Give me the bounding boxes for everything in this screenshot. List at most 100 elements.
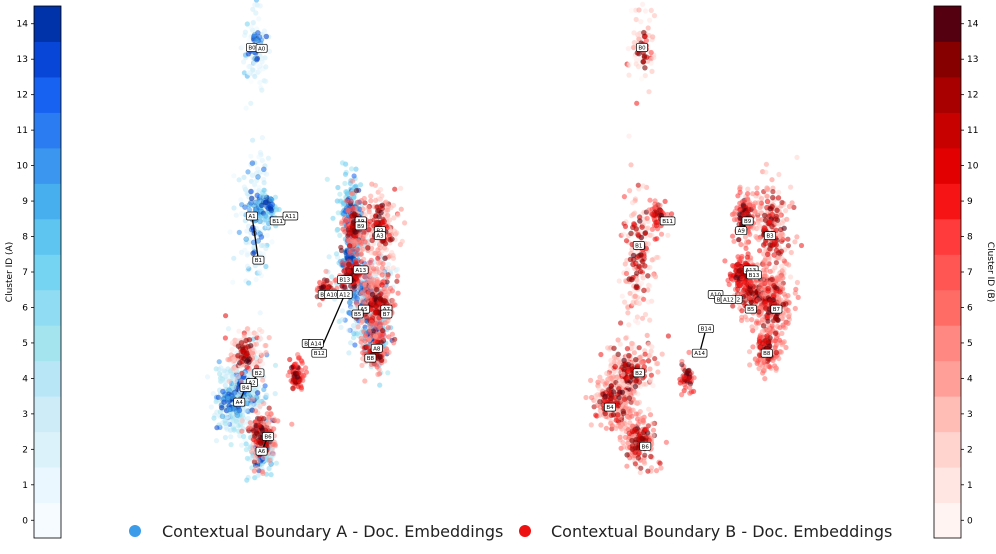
point-b10 [323,268,329,274]
point-b8 [372,333,378,339]
point-b3 [792,239,798,245]
point-b1 [645,299,652,305]
point-b7 [391,340,397,346]
point-b6 [266,419,272,425]
point-b6 [260,455,267,461]
point-b2 [263,350,269,356]
point-b3 [770,189,776,195]
point-b6 [624,463,630,469]
point-b1 [647,317,653,323]
point-b0-dense [641,29,647,36]
point-b2 [647,352,653,358]
point-b4 [596,385,602,392]
point-a4-dense [218,404,225,411]
point-b6 [635,421,641,427]
point-a1-dense [250,250,256,257]
point-b0-dense [642,65,648,71]
cluster-label-box [255,446,268,456]
point-b4 [593,412,599,418]
cluster-b10 [314,268,340,308]
point-a4 [225,413,231,419]
point-a4 [213,399,219,405]
point-b2 [229,346,235,353]
point-b7 [359,318,365,324]
point-a0 [246,37,252,43]
point-a1 [260,251,266,257]
cluster-label-box [380,309,393,319]
point-b2 [648,348,654,354]
point-b3-dense [773,247,780,254]
point-b4 [588,422,594,428]
point-b6 [617,437,623,443]
point-a6 [243,441,249,447]
point-b8-dense [377,354,383,360]
point-b12 [285,372,291,378]
point-a2 [228,434,234,440]
point-a0 [261,28,267,34]
point-a1 [264,232,270,238]
point-b2 [598,351,604,358]
point-a11 [276,206,282,213]
point-b0 [625,46,631,52]
point-b3 [788,274,794,280]
scatter-panels: B0A0A1B1B11A11A9B9B3A3A13B13B10A10A12A5B… [204,0,805,483]
cluster-label-text: B13 [339,278,350,284]
point-b3 [757,204,763,211]
point-b0 [650,34,656,40]
point-b2 [615,337,621,343]
point-b7 [389,288,395,294]
point-b4 [616,369,623,375]
cluster-label-box [233,397,246,407]
point-b7 [385,325,391,331]
point-a9 [333,251,340,257]
point-b6 [645,468,651,474]
cluster-label-text: A14 [311,341,322,347]
cluster-label-b12: B12 [311,348,327,358]
point-b8 [366,329,373,335]
point-b2 [226,357,232,363]
cluster-b12 [285,352,309,392]
point-b9 [358,251,364,257]
point-b3 [776,189,782,195]
point-b2 [223,313,229,319]
point-b7 [380,261,386,267]
point-b4 [598,422,604,428]
point-b2 [648,372,655,378]
point-b1 [635,182,641,188]
cluster-label-b6: B6 [262,432,274,441]
point-a8 [377,382,383,388]
point-a11-dense [258,202,265,209]
point-b3 [765,187,771,193]
point-b6 [657,460,663,466]
point-b2 [253,341,259,347]
point-b2-dense [243,351,250,358]
point-b8 [358,335,364,341]
point-b6 [642,452,648,458]
point-b10 [332,278,338,284]
point-b5 [739,308,745,314]
point-b1 [640,183,646,189]
point-a0 [259,55,265,62]
point-b0 [627,61,633,67]
point-b2-dense [633,356,639,363]
point-b3 [757,248,763,254]
point-a3 [351,335,357,341]
cluster-label-b7: B7 [380,309,393,319]
point-b7-dense [373,286,380,293]
point-a2 [237,433,243,439]
point-b3-dense [382,255,388,262]
point-a1 [231,205,237,211]
cluster-a11 [249,187,282,229]
point-b2 [659,351,665,357]
point-b1 [622,299,628,305]
cluster-label-a12: A12 [337,290,353,299]
point-a4 [246,391,252,397]
point-b1 [618,320,624,326]
point-b6 [239,418,245,424]
point-b7 [360,289,366,295]
point-b2 [636,345,642,351]
point-a1 [259,135,265,141]
point-a0 [256,62,262,68]
cluster-label-text: B9 [357,224,365,230]
